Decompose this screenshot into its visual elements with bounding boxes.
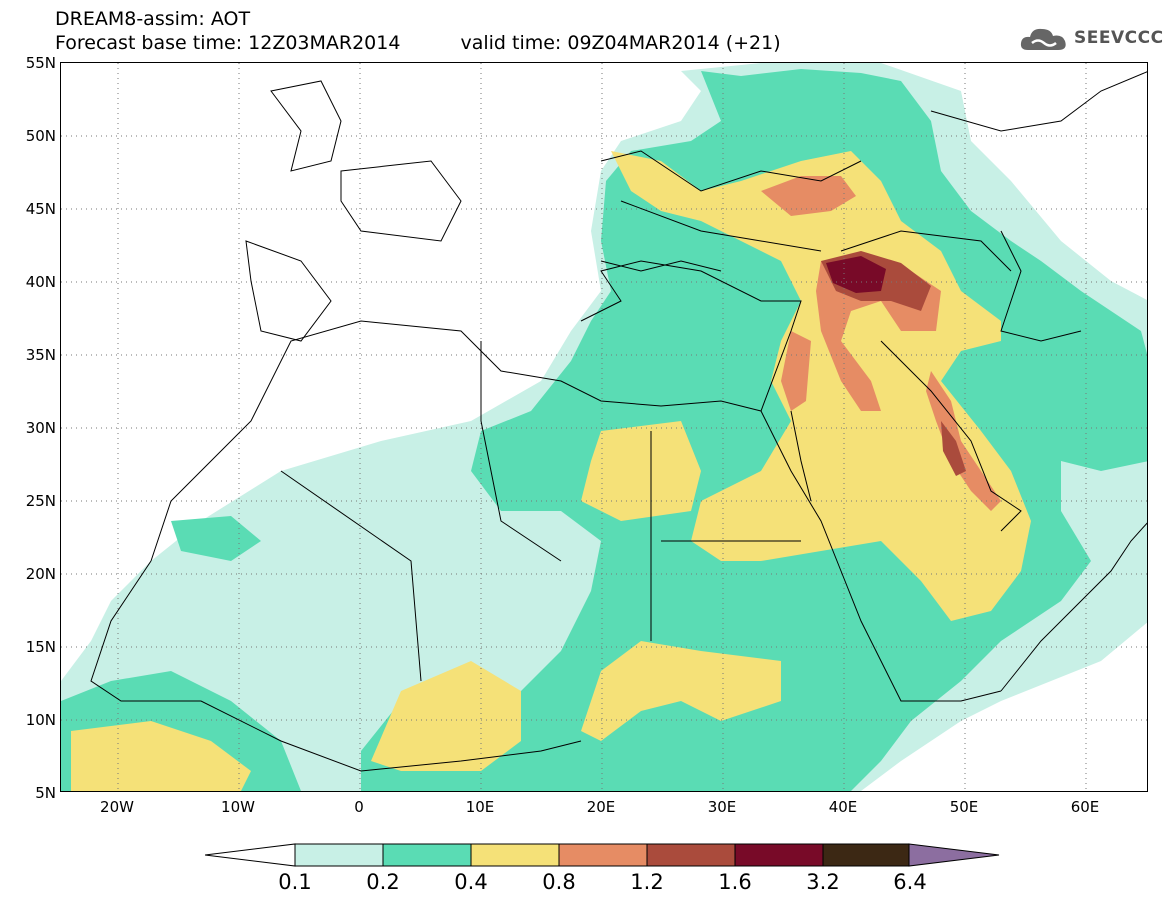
lon-label-0: 0	[354, 798, 364, 816]
coastlines	[90, 71, 1147, 772]
legend-swatch-1-6	[734, 843, 824, 867]
legend-swatch-0-2	[382, 843, 472, 867]
lon-label-60e: 60E	[1070, 798, 1100, 816]
lat-label-35n: 35N	[25, 346, 56, 364]
lat-label-5n: 5N	[35, 784, 56, 802]
lat-label-25n: 25N	[25, 492, 56, 510]
legend-label-6-4: 6.4	[893, 870, 927, 894]
chart-title: DREAM8-assim: AOT	[55, 8, 251, 30]
lat-label-30n: 30N	[25, 419, 56, 437]
legend-label-1-6: 1.6	[718, 870, 752, 894]
legend-swatch-3-2	[822, 843, 910, 867]
lon-label-40e: 40E	[828, 798, 858, 816]
lat-label-10n: 10N	[25, 711, 56, 729]
legend-swatch-over	[908, 843, 1000, 867]
lat-label-20n: 20N	[25, 565, 56, 583]
legend-label-0-1: 0.1	[278, 870, 312, 894]
lon-label-20w: 20W	[100, 798, 134, 816]
lat-label-15n: 15N	[25, 638, 56, 656]
legend-swatch-under	[205, 843, 296, 867]
legend-label-0-4: 0.4	[454, 870, 488, 894]
lat-label-45n: 45N	[25, 200, 56, 218]
cloud-icon	[1020, 28, 1066, 50]
time-info: Forecast base time: 12Z03MAR2014 valid ti…	[55, 32, 781, 54]
legend-swatch-0-1	[294, 843, 384, 867]
lon-label-10w: 10W	[221, 798, 255, 816]
lon-label-20e: 20E	[586, 798, 616, 816]
lon-label-30e: 30E	[707, 798, 737, 816]
color-legend	[205, 843, 1000, 867]
valid-time: valid time: 09Z04MAR2014 (+21)	[460, 32, 781, 54]
lat-label-55n: 55N	[25, 54, 56, 72]
logo-text: SEEVCCC	[1074, 28, 1164, 48]
legend-label-0-2: 0.2	[366, 870, 400, 894]
lon-label-10e: 10E	[465, 798, 495, 816]
lat-label-40n: 40N	[25, 273, 56, 291]
legend-label-1-2: 1.2	[630, 870, 664, 894]
seevccc-logo: SEEVCCC	[1018, 22, 1163, 58]
legend-swatch-0-8	[558, 843, 648, 867]
aot-band-0-4	[71, 151, 1031, 791]
base-time: Forecast base time: 12Z03MAR2014	[55, 32, 401, 54]
lat-label-50n: 50N	[25, 127, 56, 145]
legend-swatch-0-4	[470, 843, 560, 867]
legend-swatch-1-2	[646, 843, 736, 867]
aot-map	[60, 62, 1148, 792]
aot-band-1-6	[826, 256, 886, 293]
legend-label-3-2: 3.2	[806, 870, 840, 894]
legend-label-0-8: 0.8	[542, 870, 576, 894]
lon-label-50e: 50E	[949, 798, 979, 816]
map-svg	[61, 63, 1147, 791]
